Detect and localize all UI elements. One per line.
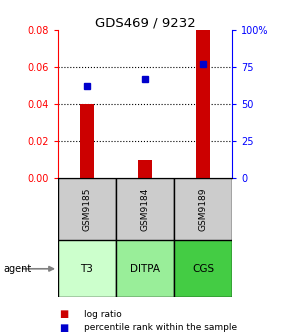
- Text: agent: agent: [3, 264, 31, 274]
- Bar: [80, 104, 94, 178]
- Text: CGS: CGS: [192, 264, 214, 274]
- FancyBboxPatch shape: [174, 178, 232, 240]
- Text: GSM9184: GSM9184: [140, 187, 150, 231]
- Title: GDS469 / 9232: GDS469 / 9232: [95, 16, 195, 29]
- FancyBboxPatch shape: [174, 240, 232, 297]
- FancyBboxPatch shape: [58, 178, 116, 240]
- FancyBboxPatch shape: [116, 240, 174, 297]
- Text: T3: T3: [81, 264, 93, 274]
- Text: GSM9185: GSM9185: [82, 187, 92, 231]
- Bar: [138, 160, 152, 178]
- Bar: [196, 30, 210, 178]
- Text: GSM9189: GSM9189: [198, 187, 208, 231]
- Text: percentile rank within the sample: percentile rank within the sample: [84, 323, 237, 332]
- Text: ■: ■: [59, 323, 68, 333]
- Text: log ratio: log ratio: [84, 310, 122, 319]
- FancyBboxPatch shape: [58, 240, 116, 297]
- FancyBboxPatch shape: [116, 178, 174, 240]
- Text: DITPA: DITPA: [130, 264, 160, 274]
- Text: ■: ■: [59, 309, 68, 319]
